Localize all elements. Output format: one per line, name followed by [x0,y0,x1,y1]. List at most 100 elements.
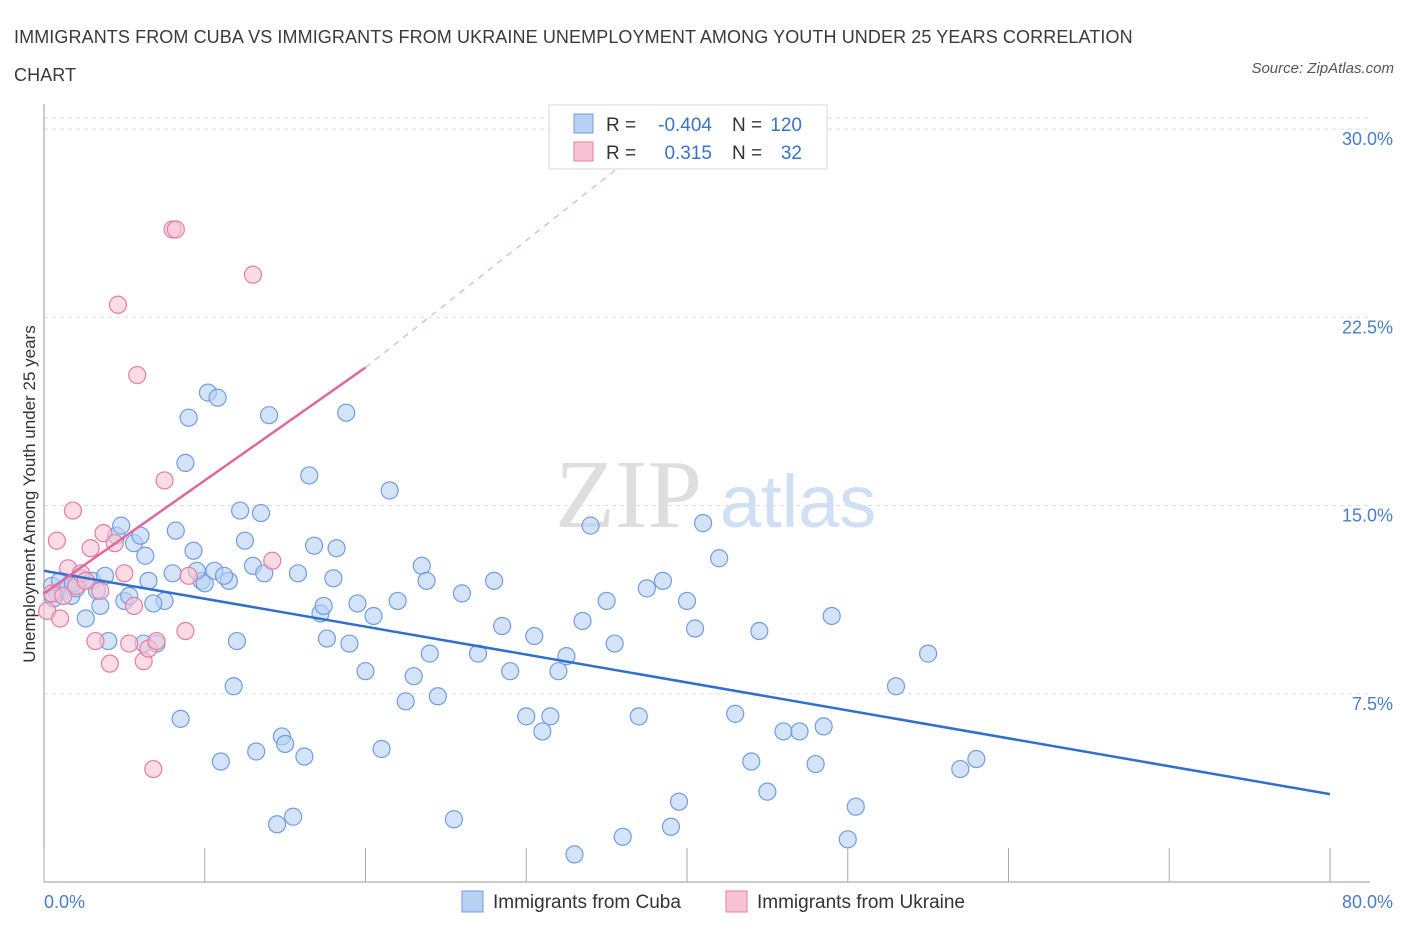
ukraine-points [38,220,282,779]
ukraine-point [47,531,66,550]
cuba-point [605,634,624,653]
cuba-point [420,644,439,663]
x-tick-label-max: 80.0% [1342,892,1393,912]
ukraine-point [100,654,120,673]
cuba-point [295,747,314,766]
cuba-point [267,815,287,834]
cuba-point [549,662,568,681]
cuba-point [380,481,399,500]
cuba-point [669,792,689,811]
cuba-point [184,541,203,560]
cuba-point [846,797,865,816]
cuba-point [710,549,729,568]
ukraine-trend-line [43,366,367,595]
cuba-point [806,754,825,774]
ukraine-point [179,566,198,585]
cuba-point [144,594,163,613]
chart-title: IMMIGRANTS FROM CUBA VS IMMIGRANTS FROM … [14,27,1133,85]
ukraine-point [76,571,95,590]
watermark-zip: ZIP [555,441,702,549]
cuba-point [131,526,150,545]
ukraine-point [243,265,263,284]
cuba-point [629,707,648,726]
cuba-point [951,759,970,779]
cuba-point [227,631,246,651]
legend-swatch-cuba [573,113,594,134]
cuba-point [677,591,697,611]
cuba-point [417,571,436,590]
cuba-point [300,466,319,485]
y-tick-label: 30.0% [1342,129,1393,149]
source-label: Source: ZipAtlas.com [1251,60,1394,77]
cuba-point [356,662,375,681]
ukraine-point [54,586,73,605]
cuba-point [967,749,986,769]
ukraine-point [176,621,195,641]
y-tick-label: 15.0% [1342,506,1393,526]
ukraine-point [91,581,110,600]
cuba-point [166,521,185,540]
cuba-point [886,677,906,696]
legend-n-value-cuba: 120 [770,115,802,136]
cuba-point [742,752,761,771]
cuba-point [136,546,155,565]
bottom-legend-swatch-ukraine [725,890,748,913]
cuba-point [581,516,600,535]
legend-r-value-cuba: -0.404 [658,115,712,136]
bottom-legend-label-ukraine: Immigrants from Ukraine [757,892,965,913]
cuba-point [493,616,512,636]
cuba-point [541,707,560,726]
cuba-point [348,594,367,613]
cuba-point [838,830,857,849]
ukraine-point [81,539,100,558]
ukraine-point [147,631,166,651]
cuba-point [444,810,464,829]
cuba-point [517,707,536,726]
cuba-point [235,531,255,550]
ukraine-point [263,551,282,570]
legend-r-value-ukraine: 0.315 [664,143,712,164]
cuba-point [337,403,356,422]
cuba-point [214,566,234,585]
ukraine-point [115,564,134,583]
cuba-point [613,827,632,846]
cuba-point [324,569,343,588]
legend-n-value-ukraine: 32 [781,143,802,164]
y-axis-label: Unemployment Among Youth under 25 years [20,325,39,662]
cuba-point [284,807,303,826]
gridlines [44,117,1370,695]
ukraine-point [50,609,70,628]
cuba-point [501,662,520,681]
cuba-trend-line [43,569,1331,796]
cuba-point [485,571,504,590]
cuba-point [112,516,131,535]
ukraine-point [124,596,144,616]
cuba-point [276,734,295,754]
ukraine-trend-extension [365,163,624,368]
cuba-point [726,704,745,723]
cuba-point [774,722,793,741]
cuba-point [661,817,681,836]
y-tick-label: 22.5% [1342,317,1393,337]
bottom-legend-swatch-cuba [461,890,484,913]
cuba-point [340,634,359,653]
legend-r-label-cuba: R = [606,115,636,136]
cuba-point [251,503,271,523]
cuba-point [428,687,447,706]
cuba-point [247,742,266,761]
ukraine-point [120,634,139,653]
cuba-point [372,739,391,759]
cuba-point [597,591,616,611]
cuba-point [388,591,407,611]
y-tick-label: 7.5% [1352,694,1393,714]
cuba-point [176,453,195,472]
cuba-point [412,556,431,575]
cuba-point [637,579,656,598]
cuba-point [822,606,841,626]
cuba-point [919,644,938,663]
cuba-point [163,564,182,583]
x-axis-ticks [43,848,1331,882]
correlation-legend: R = -0.404 N = 120 R = 0.315 N = 32 [548,104,828,170]
cuba-point [533,722,552,741]
